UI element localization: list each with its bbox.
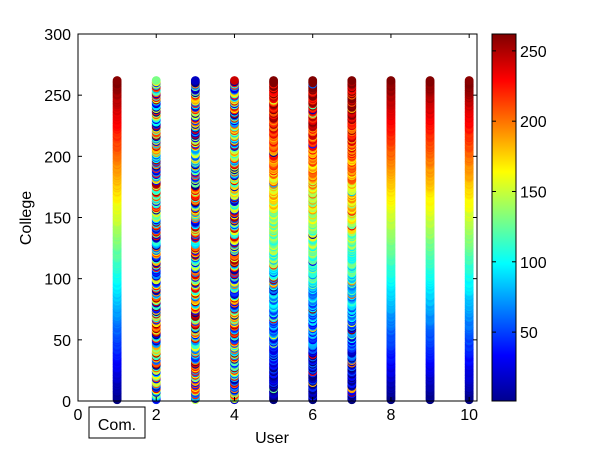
x-axis-label: User <box>255 430 289 447</box>
y-tick-label: 200 <box>44 149 71 166</box>
data-point <box>190 76 200 85</box>
y-tick-label: 150 <box>44 211 71 228</box>
colorbar-tick-label: 50 <box>520 325 538 342</box>
data-point <box>151 76 161 85</box>
data-point <box>308 76 318 85</box>
x-tick-label: 0 <box>74 407 83 424</box>
data-point <box>386 76 396 85</box>
data-points <box>112 76 474 405</box>
y-tick-label: 250 <box>44 88 71 105</box>
x-tick-label: 10 <box>460 407 478 424</box>
colorbar-tick-label: 150 <box>520 184 547 201</box>
annotation-box: Com. <box>88 406 146 439</box>
y-tick-label: 100 <box>44 272 71 289</box>
y-tick-label: 300 <box>44 27 71 44</box>
x-tick-label: 4 <box>230 407 239 424</box>
data-point <box>230 76 239 85</box>
data-point <box>347 76 357 85</box>
annotation-text: Com. <box>98 417 136 434</box>
data-point <box>269 76 278 85</box>
x-axis-ticks: 0 2 4 6 8 10 <box>74 34 478 424</box>
x-tick-label: 8 <box>386 407 395 424</box>
colorbar <box>491 33 517 402</box>
colorbar-tick-label: 200 <box>520 114 547 131</box>
data-point <box>112 76 122 85</box>
colorbar-ticks: 50 100 150 200 250 <box>492 44 547 342</box>
y-axis-label: College <box>18 191 35 245</box>
y-tick-label: 0 <box>62 394 71 411</box>
colorbar-tick-label: 100 <box>520 255 547 272</box>
x-tick-label: 2 <box>152 407 161 424</box>
y-tick-label: 50 <box>53 333 71 350</box>
y-axis-ticks: 0 50 100 150 200 250 300 <box>44 27 477 411</box>
colorbar-tick-label: 250 <box>520 44 547 61</box>
data-point <box>425 76 435 85</box>
x-tick-label: 6 <box>308 407 317 424</box>
data-point <box>464 76 474 85</box>
